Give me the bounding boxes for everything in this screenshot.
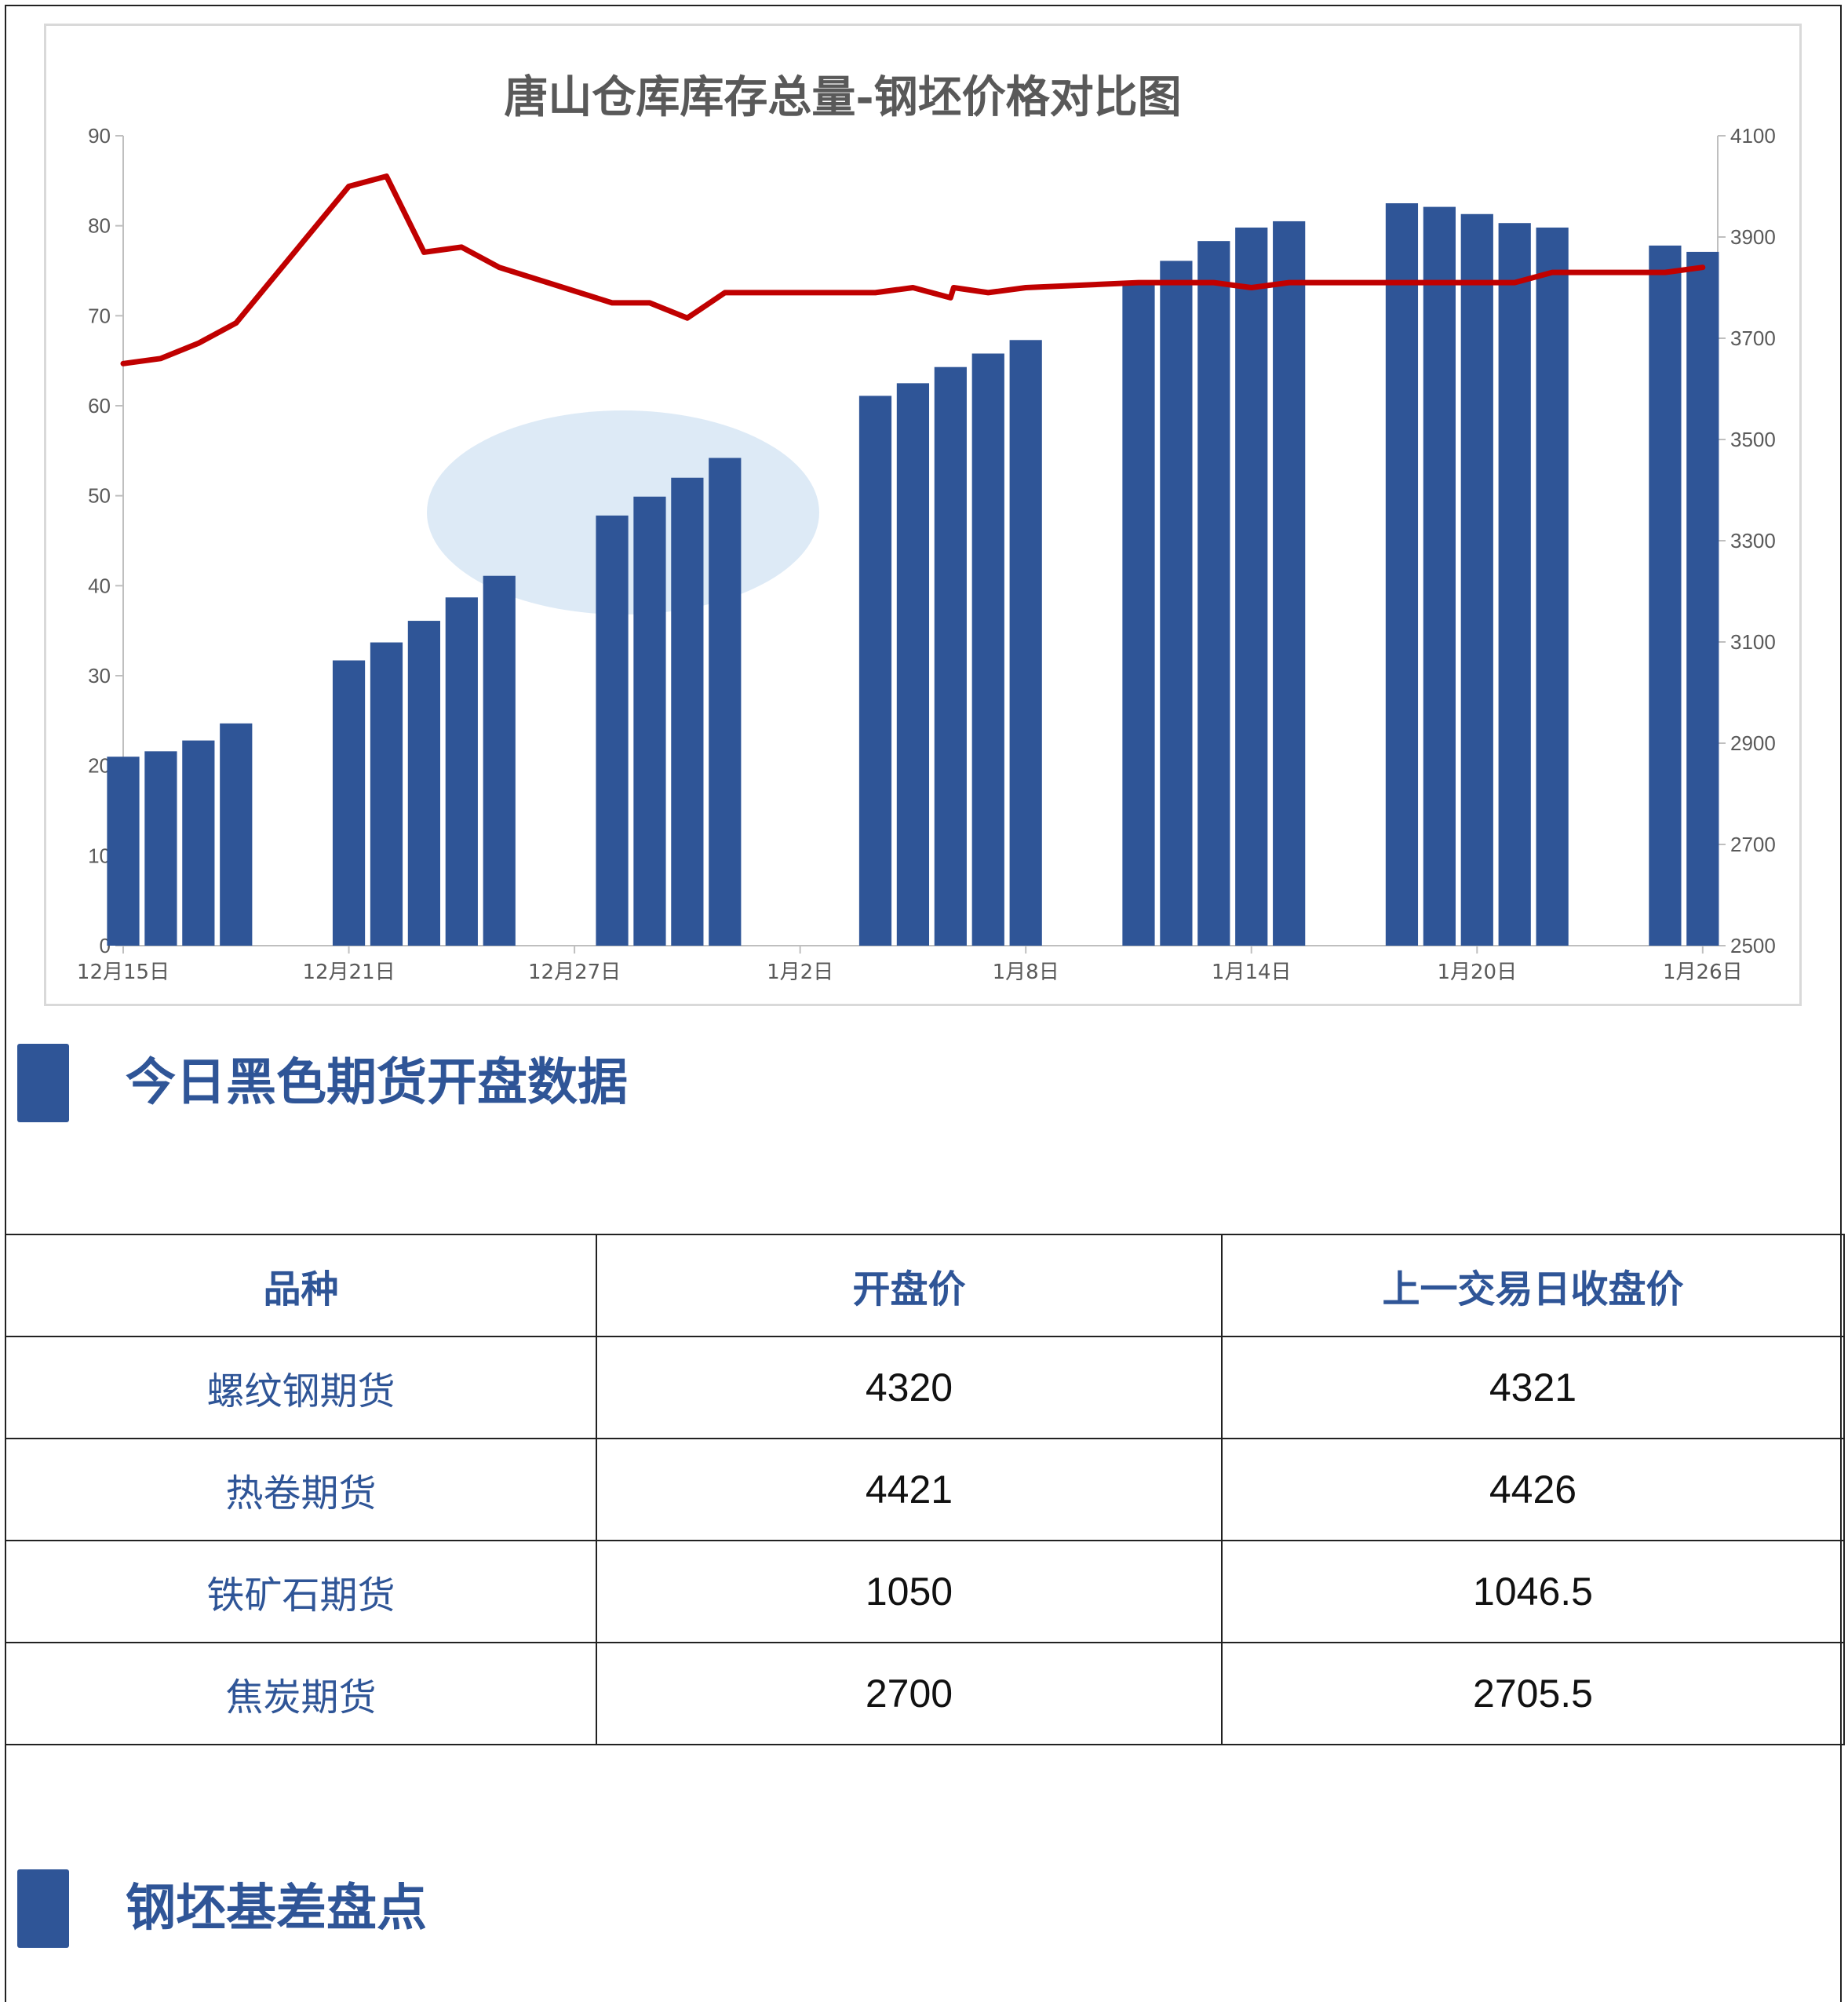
bar <box>483 575 516 946</box>
x-tick-label: 12月21日 <box>302 961 395 984</box>
futures-section-title: 今日黑色期货开盘数据 <box>126 1054 628 1112</box>
bar <box>896 383 930 946</box>
table-row: 焦炭期货 2700 2705.5 <box>5 1642 1845 1745</box>
bar <box>709 458 742 946</box>
variety-cell: 螺纹钢期货 <box>5 1336 597 1439</box>
x-tick-label: 1月20日 <box>1437 961 1517 984</box>
page-frame <box>5 5 1842 2002</box>
y-left-tick-label: 30 <box>88 664 111 687</box>
bar <box>1385 203 1419 946</box>
bar <box>671 477 704 946</box>
y-left-tick-label: 80 <box>88 214 111 238</box>
basis-section-title: 钢坯基差盘点 <box>126 1880 427 1938</box>
y-left-tick-label: 60 <box>88 394 111 418</box>
variety-cell: 焦炭期货 <box>5 1642 597 1745</box>
chart-panel: 0 10 20 30 40 50 60 70 80 90 2500 2700 2900 3100 3300 3… <box>44 24 1802 1006</box>
open-price-cell: 4320 <box>596 1336 1223 1439</box>
y-left-tick-label: 90 <box>88 124 111 148</box>
bar <box>1498 223 1531 946</box>
open-price-cell: 4421 <box>596 1438 1223 1541</box>
bar <box>107 757 140 946</box>
bar <box>1122 284 1155 946</box>
price-line <box>120 173 1706 366</box>
y-right-tick-label: 3500 <box>1730 428 1776 451</box>
y-right-tick-label: 3700 <box>1730 326 1776 350</box>
bar <box>1197 241 1230 946</box>
header-open-price: 开盘价 <box>596 1234 1223 1337</box>
futures-table: 品种 开盘价 上一交易日收盘价 螺纹钢期货 4320 4321 热卷期货 442… <box>5 1234 1845 1745</box>
bar <box>144 751 177 946</box>
table-header-row: 品种 开盘价 上一交易日收盘价 <box>5 1234 1845 1337</box>
bar <box>633 496 666 946</box>
x-tick-label: 12月27日 <box>528 961 621 984</box>
y-left-tick-label: 40 <box>88 574 111 597</box>
bar <box>445 597 478 946</box>
bar <box>934 366 967 946</box>
table-row: 热卷期货 4421 4426 <box>5 1438 1845 1541</box>
header-variety: 品种 <box>5 1234 597 1337</box>
x-tick-label: 1月2日 <box>767 961 833 984</box>
bar <box>182 740 215 946</box>
section-marker <box>17 1869 69 1948</box>
y-left-tick-label: 10 <box>88 844 111 867</box>
inventory-price-chart: 0102030405060708090250027002900310033003… <box>77 71 1776 984</box>
bar <box>1235 227 1268 946</box>
chart-title: 唐山仓库库存总量-钢坯价格对比图 <box>504 71 1181 123</box>
section-marker <box>17 1044 69 1122</box>
y-left-tick-label: 50 <box>88 484 111 508</box>
bar <box>1273 221 1306 946</box>
y-right-tick-label: 3900 <box>1730 225 1776 249</box>
bar <box>1009 340 1042 946</box>
y-left-tick-label: 70 <box>88 304 111 327</box>
bar <box>1686 251 1719 946</box>
prev-close-cell: 4321 <box>1221 1336 1845 1439</box>
y-right-tick-label: 4100 <box>1730 124 1776 148</box>
prev-close-cell: 1046.5 <box>1221 1540 1845 1643</box>
bar <box>1536 227 1569 946</box>
prev-close-cell: 4426 <box>1221 1438 1845 1541</box>
y-left-tick-label: 20 <box>88 754 111 778</box>
y-right-tick-label: 3300 <box>1730 529 1776 552</box>
x-tick-label: 1月26日 <box>1663 961 1743 984</box>
bar <box>332 660 366 946</box>
x-tick-label: 1月8日 <box>993 961 1059 984</box>
bar <box>1423 206 1456 946</box>
y-right-tick-label: 2900 <box>1730 731 1776 755</box>
bar <box>596 515 629 946</box>
y-right-tick-label: 2700 <box>1730 833 1776 856</box>
variety-cell: 铁矿石期货 <box>5 1540 597 1643</box>
bar <box>971 353 1004 946</box>
bar <box>1460 213 1493 946</box>
header-prev-close: 上一交易日收盘价 <box>1221 1234 1845 1337</box>
prev-close-cell: 2705.5 <box>1221 1642 1845 1745</box>
bar <box>1649 245 1682 946</box>
x-tick-label: 1月14日 <box>1212 961 1292 984</box>
bar <box>370 642 403 946</box>
bar <box>858 396 892 946</box>
y-right-tick-label: 2500 <box>1730 934 1776 957</box>
variety-cell: 热卷期货 <box>5 1438 597 1541</box>
open-price-cell: 1050 <box>596 1540 1223 1643</box>
bar <box>1160 261 1193 946</box>
table-row: 螺纹钢期货 4320 4321 <box>5 1336 1845 1439</box>
bar <box>407 621 441 946</box>
table-row: 铁矿石期货 1050 1046.5 <box>5 1540 1845 1643</box>
x-tick-label: 12月15日 <box>77 961 169 984</box>
open-price-cell: 2700 <box>596 1642 1223 1745</box>
y-right-tick-label: 3100 <box>1730 630 1776 654</box>
bar <box>220 723 253 946</box>
